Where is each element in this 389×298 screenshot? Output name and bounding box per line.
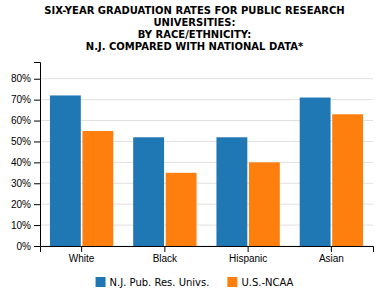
tick: Black	[153, 246, 178, 264]
series	[82, 114, 363, 246]
tick-label: 80%	[11, 73, 31, 84]
tick-mark	[34, 225, 40, 226]
legend-item: U.S.-NCAA	[227, 277, 293, 288]
bar	[166, 173, 197, 246]
tick-label: Asian	[319, 253, 344, 264]
bar	[50, 95, 81, 246]
series	[50, 95, 331, 246]
tick-mark	[34, 121, 40, 122]
bar	[332, 114, 363, 246]
tick-mark	[34, 246, 40, 247]
axis-line	[34, 63, 41, 247]
tick: 80%	[11, 73, 40, 84]
tick: 50%	[11, 136, 40, 147]
tick-label: 70%	[11, 94, 31, 105]
bar	[82, 131, 113, 246]
tick-label: 30%	[11, 178, 31, 189]
grid-line	[40, 78, 373, 79]
tick-label: 10%	[11, 220, 31, 231]
bars	[50, 95, 363, 246]
tick-label: 50%	[11, 136, 31, 147]
tick-label: White	[69, 253, 95, 264]
legend: N.J. Pub. Res. Univs. U.S.-NCAA	[96, 277, 294, 288]
tick-mark	[34, 100, 40, 101]
tick: 10%	[11, 220, 40, 231]
tick-mark	[81, 246, 82, 252]
y-axis: 0% 10% 20% 30% 40% 50% 60% 70% 80%	[11, 63, 41, 252]
tick: 20%	[11, 199, 40, 210]
tick-mark	[331, 246, 332, 252]
legend-label: U.S.-NCAA	[241, 277, 293, 288]
legend-item: N.J. Pub. Res. Univs.	[96, 277, 210, 288]
tick-label: 40%	[11, 157, 31, 168]
tick-mark	[248, 246, 249, 252]
tick: White	[69, 246, 95, 264]
bar	[133, 137, 164, 246]
tick-mark	[34, 141, 40, 142]
legend-swatch	[96, 277, 106, 287]
tick-mark	[34, 204, 40, 205]
axis-line	[41, 247, 374, 253]
tick: 70%	[11, 94, 40, 105]
legend-swatch	[227, 277, 237, 287]
tick-label: 0%	[17, 241, 32, 252]
tick: Hispanic	[229, 246, 267, 264]
tick-mark	[34, 183, 40, 184]
x-axis: White Black Hispanic Asian	[41, 246, 374, 264]
bar	[249, 162, 280, 246]
tick: 60%	[11, 115, 40, 126]
tick-label: 60%	[11, 115, 31, 126]
tick: 40%	[11, 157, 40, 168]
plot: 0% 10% 20% 30% 40% 50% 60% 70% 80% White Black Hisp…	[11, 63, 374, 265]
tick-label: Hispanic	[229, 253, 267, 264]
chart: SIX-YEAR GRADUATION RATES FOR PUBLIC RES…	[0, 0, 389, 298]
grid	[40, 79, 373, 246]
tick-mark	[34, 79, 40, 80]
tick-mark	[164, 246, 165, 252]
bar	[216, 137, 247, 246]
title: SIX-YEAR GRADUATION RATES FOR PUBLIC RES…	[44, 5, 344, 52]
tick-label: Black	[153, 253, 178, 264]
tick-label: 20%	[11, 199, 31, 210]
tick: Asian	[319, 246, 344, 264]
bar	[300, 98, 331, 246]
tick: 30%	[11, 178, 40, 189]
tick: 0%	[17, 241, 40, 252]
tick-mark	[34, 162, 40, 163]
legend-label: N.J. Pub. Res. Univs.	[110, 277, 210, 288]
